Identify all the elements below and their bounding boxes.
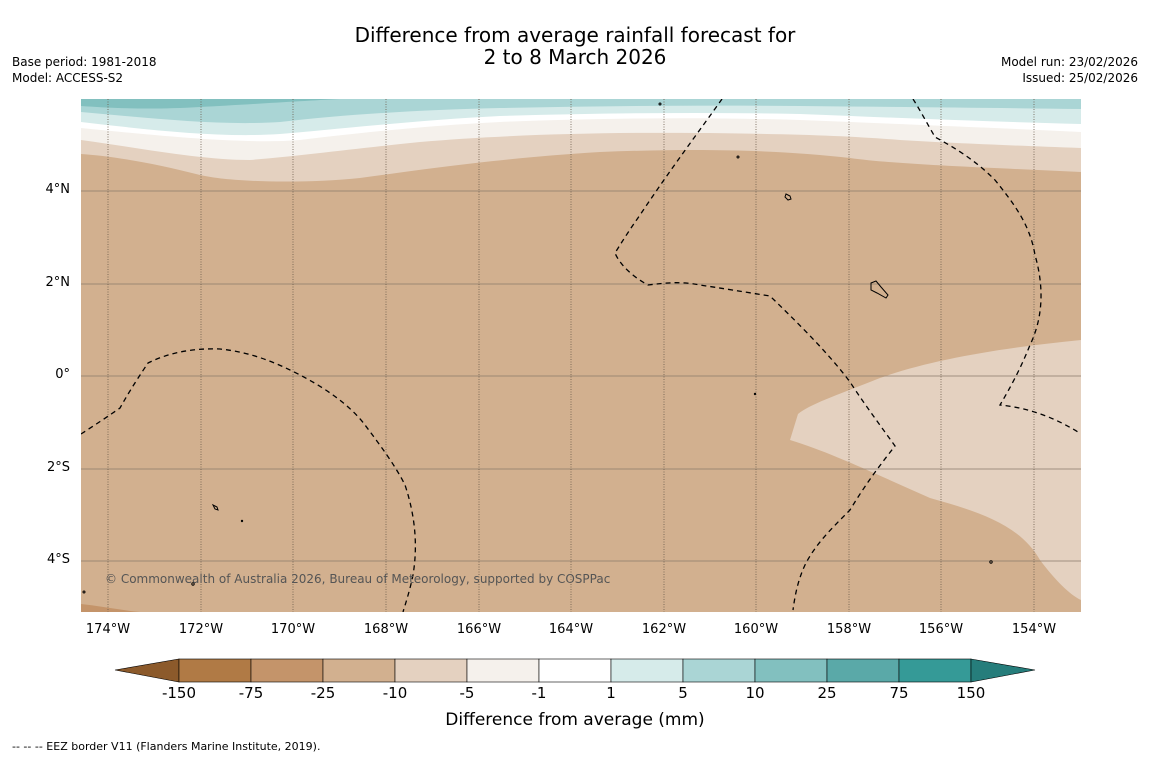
island <box>870 280 889 299</box>
colorbar-segment <box>754 658 828 683</box>
anomaly-patch-east <box>790 340 1081 600</box>
colorbar <box>114 658 1036 683</box>
title-line-1: Difference from average rainfall forecas… <box>354 23 796 47</box>
anomaly-band-light-teal <box>81 99 1081 124</box>
model-name: Model: ACCESS-S2 <box>12 71 124 85</box>
lon-label: 174°W <box>85 622 131 637</box>
colorbar-segment <box>682 658 756 683</box>
lon-label: 172°W <box>178 622 224 637</box>
lon-label: 158°W <box>826 622 872 637</box>
eez-borders <box>81 99 1079 612</box>
island <box>658 102 662 106</box>
lon-label: 154°W <box>1011 622 1057 637</box>
lon-label: 166°W <box>456 622 502 637</box>
colorbar-segment <box>322 658 396 683</box>
anomaly-band-teal <box>81 99 340 109</box>
anomaly-patch-southwest <box>81 604 140 612</box>
colorbar-tick: -5 <box>459 684 475 702</box>
lat-label: 2°N <box>45 275 71 290</box>
footer-legend: -- -- -- EEZ border V11 (Flanders Marine… <box>12 740 321 753</box>
island <box>736 155 740 159</box>
island <box>82 590 86 594</box>
colorbar-segment <box>610 658 684 683</box>
island <box>784 193 792 201</box>
colorbar-tick: -10 <box>382 684 408 702</box>
colorbar-extend-high <box>970 658 1036 683</box>
issued-date: Issued: 25/02/2026 <box>1022 71 1138 85</box>
colorbar-tick: 75 <box>889 684 909 702</box>
lat-label: 0° <box>55 367 70 382</box>
title-line-2: 2 to 8 March 2026 <box>483 45 667 69</box>
lon-gridlines <box>107 99 1035 612</box>
colorbar-tick: 10 <box>745 684 765 702</box>
island <box>191 582 195 586</box>
island <box>211 503 219 511</box>
chart-title: Difference from average rainfall forecas… <box>0 19 1150 73</box>
island <box>240 519 244 523</box>
lat-label: 4°N <box>45 182 71 197</box>
lon-label: 160°W <box>733 622 779 637</box>
colorbar-segment <box>826 658 900 683</box>
colorbar-segment <box>394 658 468 683</box>
model-run: Model run: 23/02/2026 <box>1000 55 1138 69</box>
lon-label: 164°W <box>548 622 594 637</box>
meta-right: Model run: 23/02/2026 Issued: 25/02/2026 <box>1001 54 1138 86</box>
colorbar-segment <box>250 658 324 683</box>
lon-label: 162°W <box>641 622 687 637</box>
lat-label: 2°S <box>46 460 70 475</box>
anomaly-band-tan <box>81 99 1081 612</box>
lat-gridlines <box>81 190 1081 562</box>
island <box>989 560 993 564</box>
colorbar-tick: -25 <box>310 684 336 702</box>
colorbar-tick: 1 <box>606 684 616 702</box>
lat-label: 4°S <box>46 552 70 567</box>
colorbar-segment <box>898 658 972 683</box>
base-period: Base period: 1981-2018 <box>12 55 157 69</box>
colorbar-tick: -75 <box>238 684 264 702</box>
eez-border-central <box>614 99 896 611</box>
colorbar-segment <box>178 658 252 683</box>
copyright-notice: © Commonwealth of Australia 2026, Bureau… <box>105 572 611 586</box>
colorbar-tick: 25 <box>817 684 837 702</box>
island <box>753 392 757 396</box>
colorbar-segment <box>538 658 612 683</box>
colorbar-tick: 150 <box>956 684 986 702</box>
meta-left: Base period: 1981-2018 Model: ACCESS-S2 <box>12 54 157 86</box>
colorbar-extend-low <box>114 658 180 683</box>
lon-label: 170°W <box>270 622 316 637</box>
colorbar-label: Difference from average (mm) <box>445 710 705 730</box>
colorbar-tick: -150 <box>161 684 197 702</box>
lon-label: 156°W <box>918 622 964 637</box>
eez-border-east <box>912 99 1079 433</box>
colorbar-tick: 5 <box>678 684 688 702</box>
colorbar-segment <box>466 658 540 683</box>
islands <box>82 102 993 594</box>
lon-label: 168°W <box>363 622 409 637</box>
eez-border-west <box>81 348 417 612</box>
rainfall-map <box>81 99 1081 612</box>
colorbar-tick: -1 <box>531 684 547 702</box>
